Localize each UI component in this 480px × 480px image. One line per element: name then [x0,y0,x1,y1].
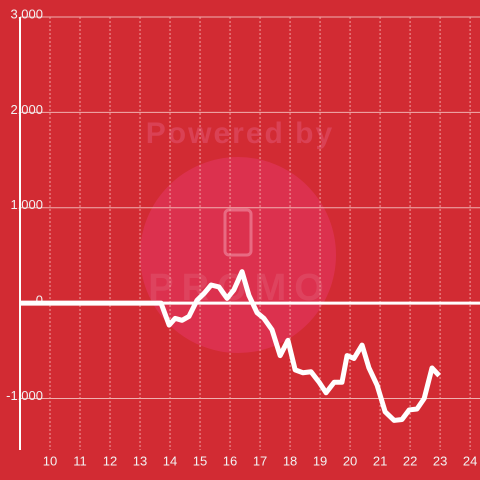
x-tick-label: 23 [433,453,447,468]
data-line [20,269,442,423]
x-tick-label: 11 [73,453,87,468]
y-tick-label: 0 [36,293,43,308]
x-tick-label: 10 [43,453,57,468]
y-tick-label: 2,000 [10,102,43,117]
x-tick-label: 19 [313,453,327,468]
x-tick-label: 21 [373,453,387,468]
x-tick-label: 18 [283,453,297,468]
x-tick-label: 17 [253,453,267,468]
y-tick-label: 3,000 [10,6,43,21]
y-tick-label: 1,000 [10,197,43,212]
x-tick-label: 15 [193,453,207,468]
x-tick-label: 20 [343,453,357,468]
x-tick-label: 24 [463,453,477,468]
x-tick-label: 22 [403,453,417,468]
watermark-text: Powered by [146,117,334,150]
watermark-icon [223,208,253,257]
x-tick-label: 13 [133,453,147,468]
x-tick-label: 12 [103,453,117,468]
x-tick-label: 14 [163,453,177,468]
x-tick-label: 16 [223,453,237,468]
y-tick-label: -1,000 [6,388,43,403]
